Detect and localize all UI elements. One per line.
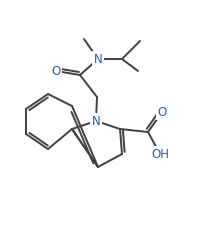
Text: N: N — [92, 115, 100, 128]
Text: O: O — [157, 106, 167, 119]
Text: N: N — [94, 53, 102, 66]
Text: OH: OH — [151, 148, 169, 161]
Text: O: O — [51, 65, 61, 78]
